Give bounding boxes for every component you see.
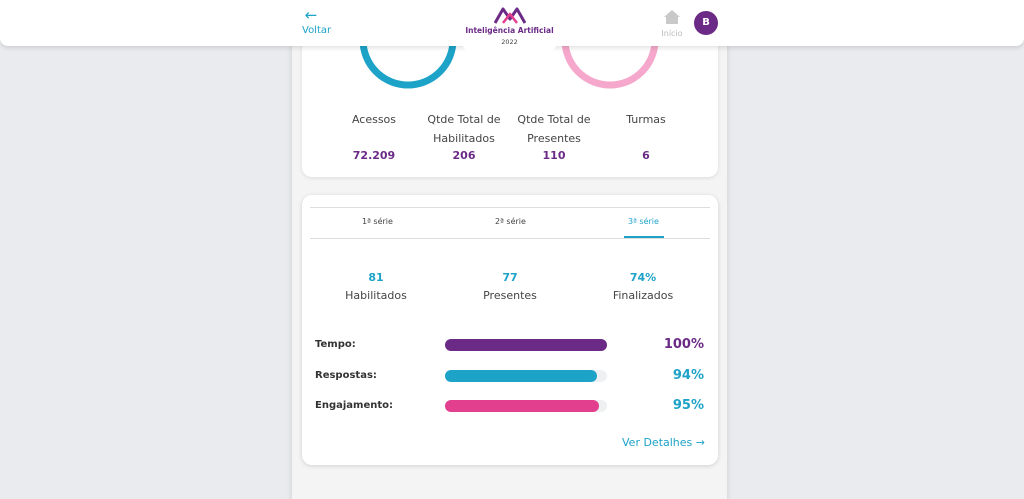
kpi-label: Presentes (483, 289, 537, 302)
stat-label-line2: Presentes (527, 132, 581, 145)
stat-label-line1: Acessos (351, 113, 397, 126)
tab-3a-serie[interactable]: 3ª série (628, 217, 659, 226)
arrow-left-icon: ← (304, 6, 318, 24)
stat-value: 6 (642, 149, 650, 162)
metric-label-respostas: Respostas: (315, 370, 377, 381)
progress-fill-engajamento (445, 400, 599, 412)
progress-bar-tempo (445, 339, 607, 351)
kpi-habilitados: 81 Habilitados (326, 271, 426, 302)
tab-1a-serie[interactable]: 1ª série (362, 217, 393, 226)
metric-label-engajamento: Engajamento: (315, 400, 394, 411)
stat-value: 72.209 (352, 149, 396, 162)
tab-2a-serie[interactable]: 2ª série (495, 217, 526, 226)
brand-mountain-icon (493, 7, 526, 24)
ver-detalhes-link[interactable]: Ver Detalhes → (622, 436, 705, 449)
metric-value-respostas: 94% (672, 368, 704, 383)
metric-label-tempo: Tempo: (315, 339, 356, 350)
kpi-finalizados: 74% Finalizados (593, 271, 693, 302)
kpi-value: 77 (502, 271, 518, 284)
kpi-label: Finalizados (612, 289, 674, 302)
metric-value-tempo: 100% (663, 337, 704, 352)
stat-value: 206 (452, 149, 476, 162)
avatar[interactable]: B (694, 11, 718, 35)
home-button[interactable]: Início (660, 9, 684, 38)
stat-habilitados: Qtde Total de Habilitados 206 (422, 110, 506, 162)
kpi-label: Habilitados (345, 289, 407, 302)
top-header: ← Voltar Inteligência Artificial 2022 In… (0, 0, 1024, 52)
brand-name: Inteligência Artificial (465, 26, 554, 35)
metric-value-engajamento: 95% (672, 398, 704, 413)
kpi-presentes: 77 Presentes (460, 271, 560, 302)
home-icon (664, 10, 680, 24)
progress-bar-respostas (445, 370, 607, 382)
stat-presentes: Qtde Total de Presentes 110 (512, 110, 596, 162)
stat-turmas: Turmas 6 (614, 110, 678, 162)
brand-logo: Inteligência Artificial 2022 (462, 6, 557, 52)
stat-label-line2: Habilitados (433, 132, 495, 145)
stat-label-line1: Qtde Total de (517, 113, 591, 126)
back-label: Voltar (302, 25, 332, 36)
back-button[interactable]: ← Voltar (302, 7, 331, 36)
progress-fill-tempo (445, 339, 607, 351)
stat-value: 110 (542, 149, 566, 162)
brand-year: 2022 (501, 38, 518, 46)
stat-acessos: Acessos 72.209 (342, 110, 406, 162)
progress-bar-engajamento (445, 400, 607, 412)
series-tabs: 1ª série 2ª série 3ª série (310, 207, 710, 239)
kpi-value: 74% (629, 271, 657, 284)
home-label: Início (661, 29, 683, 38)
stat-label-line1: Turmas (626, 113, 666, 126)
series-detail-card: 1ª série 2ª série 3ª série 81 Habilitado… (302, 195, 718, 465)
kpi-value: 81 (368, 271, 384, 284)
progress-fill-respostas (445, 370, 598, 382)
stat-label-line1: Qtde Total de (427, 113, 501, 126)
active-tab-indicator (624, 236, 664, 238)
